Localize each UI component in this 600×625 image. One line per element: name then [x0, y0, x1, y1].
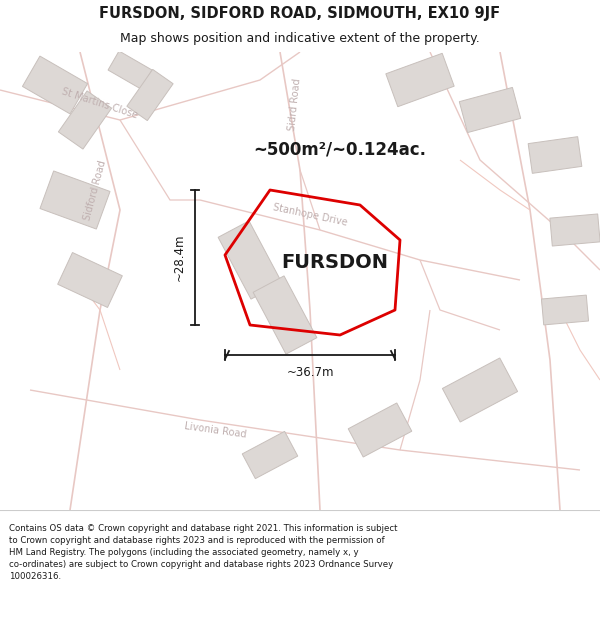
Text: Livonia Road: Livonia Road	[184, 421, 247, 439]
Text: ~28.4m: ~28.4m	[173, 234, 185, 281]
Bar	[541, 295, 589, 325]
Bar	[442, 358, 518, 422]
Bar	[127, 69, 173, 121]
Text: ~500m²/~0.124ac.: ~500m²/~0.124ac.	[254, 141, 427, 159]
Text: Contains OS data © Crown copyright and database right 2021. This information is : Contains OS data © Crown copyright and d…	[9, 524, 398, 581]
Text: FURSDON: FURSDON	[281, 253, 389, 271]
Text: Stanhope Drive: Stanhope Drive	[272, 202, 348, 228]
Bar	[528, 137, 582, 173]
Text: Sidrd Road: Sidrd Road	[287, 78, 303, 132]
Bar	[459, 88, 521, 132]
Bar	[253, 276, 317, 354]
Bar	[108, 51, 152, 89]
Bar	[58, 91, 112, 149]
Text: St Martins Close: St Martins Close	[61, 86, 139, 120]
Text: FURSDON, SIDFORD ROAD, SIDMOUTH, EX10 9JF: FURSDON, SIDFORD ROAD, SIDMOUTH, EX10 9J…	[100, 6, 500, 21]
Text: ~36.7m: ~36.7m	[286, 366, 334, 379]
Bar	[40, 171, 110, 229]
Text: Map shows position and indicative extent of the property.: Map shows position and indicative extent…	[120, 32, 480, 45]
Bar	[218, 221, 282, 299]
Bar	[242, 431, 298, 479]
Bar	[348, 403, 412, 457]
Bar	[386, 53, 454, 107]
Bar	[58, 253, 122, 308]
Bar	[22, 56, 88, 114]
Text: Sidford Road: Sidford Road	[82, 159, 108, 221]
Bar	[550, 214, 600, 246]
